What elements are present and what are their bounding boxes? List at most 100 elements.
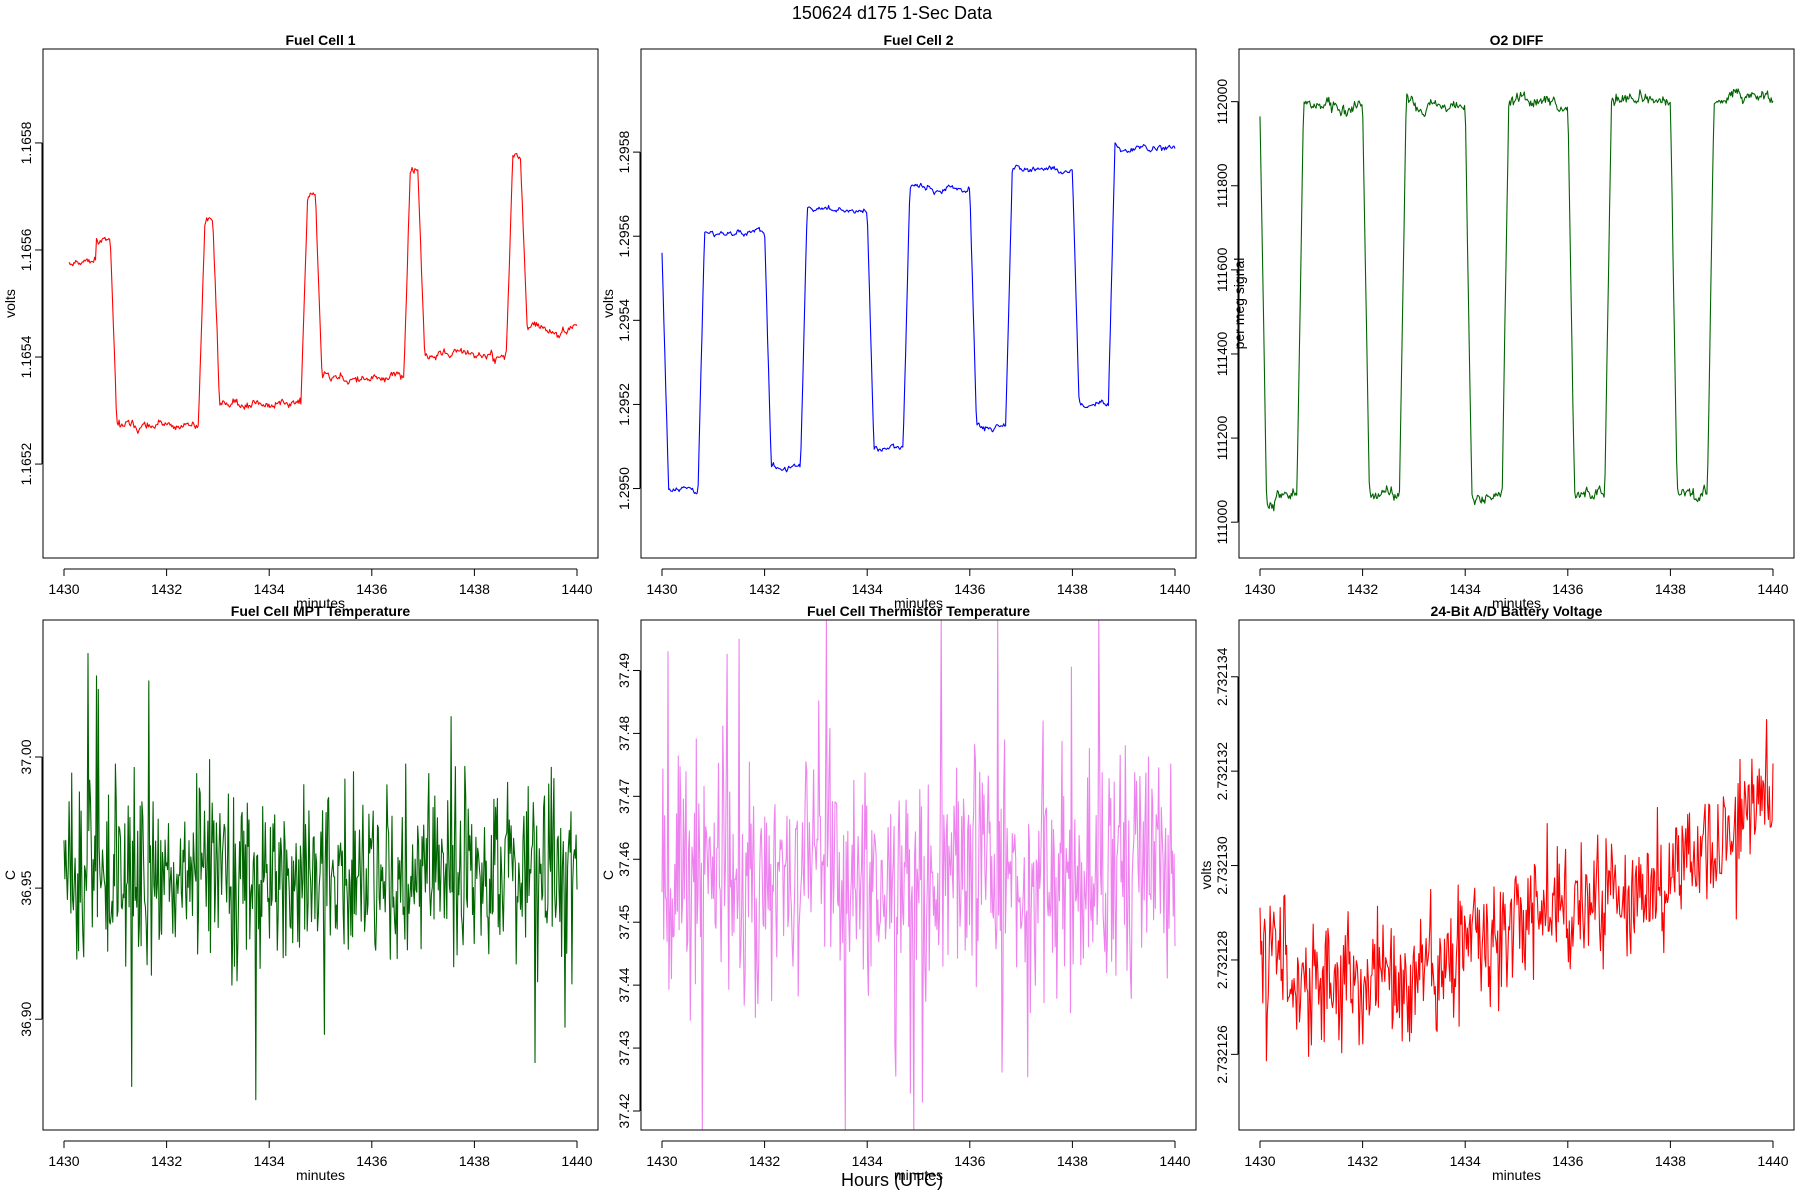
x-tick-label: 1430 bbox=[646, 581, 677, 597]
panel-2: Fuel Cell 2 1430 1432 1434 1436 1438 1440 minut… bbox=[600, 32, 1197, 611]
x-tick-label: 1440 bbox=[1757, 1153, 1788, 1169]
x-tick-label: 1436 bbox=[356, 581, 387, 597]
panel-title: Fuel Cell MPT Temperature bbox=[231, 603, 411, 619]
y-tick-label: 111800 bbox=[1214, 163, 1230, 208]
y-tick-label: 1.1652 bbox=[18, 442, 34, 485]
y-tick-label: 1.1658 bbox=[18, 121, 34, 164]
x-axis-label: minutes bbox=[894, 1167, 943, 1183]
panel-title: 24-Bit A/D Battery Voltage bbox=[1431, 603, 1603, 619]
x-tick-label: 1432 bbox=[749, 1153, 780, 1169]
x-tick-label: 1434 bbox=[1450, 1153, 1481, 1169]
y-tick-label: 111600 bbox=[1214, 247, 1230, 292]
x-tick-label: 1436 bbox=[356, 1153, 387, 1169]
y-tick-label: 1.2958 bbox=[616, 130, 632, 173]
x-tick-label: 1434 bbox=[852, 581, 883, 597]
y-tick-label: 1.1656 bbox=[18, 228, 34, 271]
x-axis-label: minutes bbox=[296, 595, 345, 611]
panel-title: O2 DIFF bbox=[1490, 32, 1544, 48]
x-tick-label: 1430 bbox=[646, 1153, 677, 1169]
series-line bbox=[68, 153, 578, 434]
panel-4: Fuel Cell MPT Temperature 1430 1432 1434 143… bbox=[2, 603, 599, 1183]
x-tick-label: 1434 bbox=[254, 581, 285, 597]
y-tick-label: 1.2956 bbox=[616, 215, 632, 258]
x-tick-label: 1436 bbox=[1552, 581, 1583, 597]
x-axis-label: minutes bbox=[296, 1167, 345, 1183]
x-tick-label: 1436 bbox=[1552, 1153, 1583, 1169]
x-tick-label: 1432 bbox=[1347, 581, 1378, 597]
x-tick-label: 1438 bbox=[1057, 581, 1088, 597]
series-line bbox=[661, 620, 1176, 1130]
y-tick-label: 36.95 bbox=[18, 870, 34, 905]
y-tick-label: 37.00 bbox=[18, 739, 34, 774]
y-tick-label: 37.46 bbox=[616, 842, 632, 877]
x-tick-label: 1432 bbox=[749, 581, 780, 597]
x-tick-label: 1440 bbox=[1757, 581, 1788, 597]
y-tick-label: 2.732130 bbox=[1214, 836, 1230, 895]
series-line bbox=[63, 653, 578, 1101]
plot-frame bbox=[640, 619, 1197, 1131]
figure-x-label: Hours (UTC) bbox=[841, 1170, 943, 1190]
x-tick-label: 1434 bbox=[1450, 581, 1481, 597]
x-tick-label: 1440 bbox=[1159, 581, 1190, 597]
y-tick-label: 1.2954 bbox=[616, 299, 632, 342]
series-line bbox=[1259, 719, 1774, 1062]
series-line bbox=[661, 142, 1176, 495]
x-tick-label: 1430 bbox=[48, 581, 79, 597]
y-tick-label: 37.48 bbox=[616, 716, 632, 751]
figure-title: 150624 d175 1-Sec Data bbox=[792, 3, 993, 23]
x-tick-label: 1432 bbox=[151, 581, 182, 597]
x-tick-label: 1430 bbox=[48, 1153, 79, 1169]
y-tick-label: 1.2952 bbox=[616, 383, 632, 426]
panel-5: Fuel Cell Thermistor Temperature 1430 1432… bbox=[600, 603, 1197, 1183]
y-tick-label: 2.732126 bbox=[1214, 1025, 1230, 1084]
y-tick-label: 1.2950 bbox=[616, 467, 632, 510]
plot-frame bbox=[42, 619, 599, 1131]
x-tick-label: 1436 bbox=[954, 581, 985, 597]
panel-6: 24-Bit A/D Battery Voltage 1430 1432 1434 14… bbox=[1198, 603, 1795, 1183]
x-axis-label: minutes bbox=[1492, 595, 1541, 611]
x-tick-label: 1434 bbox=[852, 1153, 883, 1169]
x-tick-label: 1438 bbox=[1057, 1153, 1088, 1169]
y-tick-label: 37.44 bbox=[616, 967, 632, 1002]
y-axis-label: C bbox=[2, 870, 18, 880]
panel-title: Fuel Cell 1 bbox=[285, 32, 355, 48]
y-axis-label: C bbox=[600, 870, 616, 880]
x-tick-label: 1438 bbox=[1655, 581, 1686, 597]
y-tick-label: 2.732134 bbox=[1214, 647, 1230, 706]
x-tick-label: 1438 bbox=[459, 1153, 490, 1169]
x-tick-label: 1434 bbox=[254, 1153, 285, 1169]
panel-title: Fuel Cell 2 bbox=[883, 32, 953, 48]
y-tick-label: 112000 bbox=[1214, 79, 1230, 125]
plot-frame bbox=[1238, 619, 1795, 1131]
panel-1: Fuel Cell 1 1430 1432 1434 1436 1438 1440 minut… bbox=[2, 32, 599, 611]
y-tick-label: 111200 bbox=[1214, 416, 1230, 461]
y-tick-label: 2.732132 bbox=[1214, 742, 1230, 801]
x-tick-label: 1438 bbox=[1655, 1153, 1686, 1169]
panel-title: Fuel Cell Thermistor Temperature bbox=[807, 603, 1030, 619]
y-tick-label: 37.49 bbox=[616, 653, 632, 688]
y-tick-label: 2.732128 bbox=[1214, 931, 1230, 990]
x-tick-label: 1440 bbox=[1159, 1153, 1190, 1169]
x-axis-label: minutes bbox=[894, 595, 943, 611]
x-tick-label: 1430 bbox=[1244, 581, 1275, 597]
x-tick-label: 1432 bbox=[1347, 1153, 1378, 1169]
y-tick-label: 37.45 bbox=[616, 904, 632, 939]
x-axis-label: minutes bbox=[1492, 1167, 1541, 1183]
y-tick-label: 37.43 bbox=[616, 1030, 632, 1065]
y-tick-label: 37.47 bbox=[616, 779, 632, 814]
y-tick-label: 111400 bbox=[1214, 331, 1230, 376]
y-tick-label: 1.1654 bbox=[18, 335, 34, 378]
panel-3: O2 DIFF 1430 1432 1434 1436 1438 1440 minutes 11… bbox=[1214, 32, 1795, 611]
plot-frame bbox=[1238, 48, 1795, 559]
y-axis-label: volts bbox=[600, 289, 616, 318]
y-tick-label: 111000 bbox=[1214, 500, 1230, 545]
x-tick-label: 1440 bbox=[561, 581, 592, 597]
x-tick-label: 1436 bbox=[954, 1153, 985, 1169]
x-tick-label: 1432 bbox=[151, 1153, 182, 1169]
y-tick-label: 37.42 bbox=[616, 1093, 632, 1128]
y-axis-label: per meg signal bbox=[1231, 258, 1247, 350]
plot-frame bbox=[42, 48, 599, 559]
y-tick-label: 36.90 bbox=[18, 1001, 34, 1036]
x-tick-label: 1440 bbox=[561, 1153, 592, 1169]
